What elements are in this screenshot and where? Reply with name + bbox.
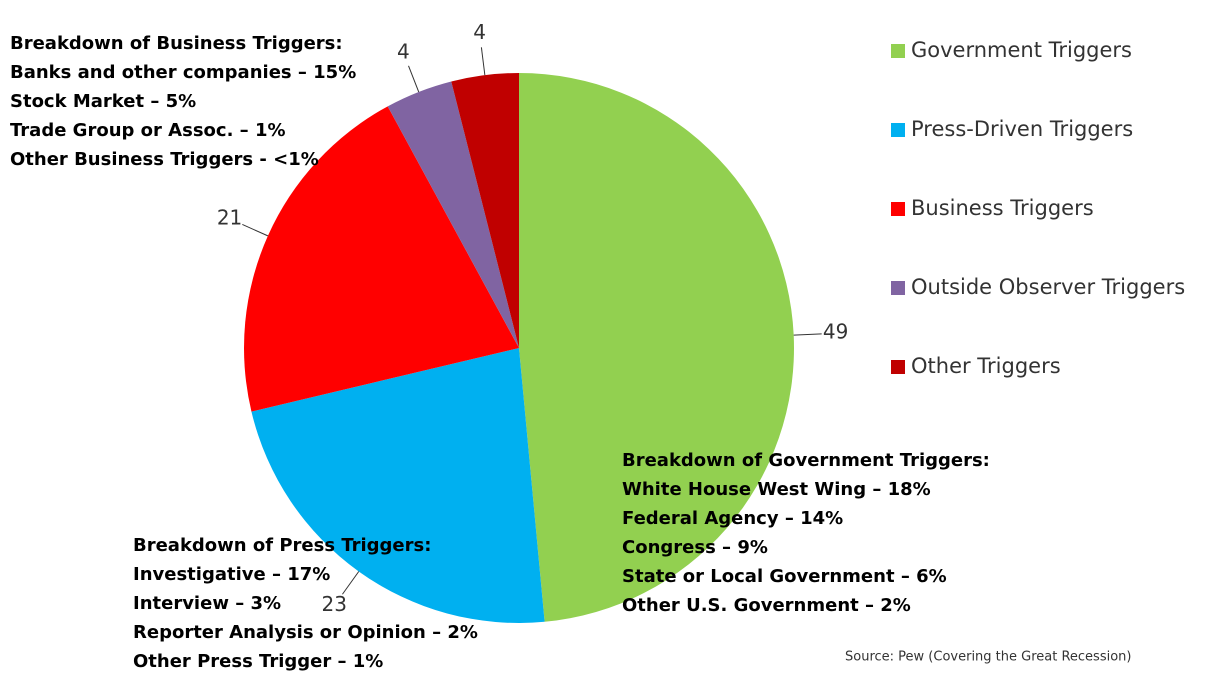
pie-slice [387,81,519,348]
annotation-line: Investigative – 17% [133,564,330,585]
annotation-line: Breakdown of Government Triggers: [622,450,990,471]
annotation-line: Other U.S. Government – 2% [622,595,911,616]
leader-line [408,65,420,93]
annotation-line: Trade Group or Assoc. – 1% [10,120,286,141]
leader-line [342,571,360,595]
legend-label: Press-Driven Triggers [911,117,1133,141]
legend-label: Outside Observer Triggers [911,275,1185,299]
annotation-line: Federal Agency – 14% [622,508,843,529]
legend-swatch [891,202,905,216]
data-label: 4 [397,39,410,63]
annotation-line: Stock Market – 5% [10,91,196,112]
legend-label: Government Triggers [911,38,1132,62]
pie-slice [251,348,545,624]
data-label: 21 [217,205,242,229]
source: Source: Pew (Covering the Great Recessio… [845,650,1131,665]
annotation-line: Breakdown of Press Triggers: [133,535,431,556]
annotation-line: Interview – 3% [133,593,281,614]
pie-slice [451,73,519,348]
pie-slice [519,73,794,622]
data-label: 4 [473,20,486,44]
legend-swatch [891,123,905,137]
annotation-line: Other Press Trigger – 1% [133,651,383,672]
leader-line [242,224,269,237]
legend-swatch [891,360,905,374]
annotation-line: Reporter Analysis or Opinion – 2% [133,622,478,643]
legend-swatch [891,281,905,295]
legend-label: Other Triggers [911,354,1061,378]
annotation-line: Congress – 9% [622,537,768,558]
leader-line [793,333,822,336]
leader-line [480,47,486,76]
data-label: 23 [322,592,347,616]
annotation-line: Other Business Triggers - <1% [10,149,319,170]
legend-swatch [891,44,905,58]
data-label: 49 [823,320,848,344]
annotation-line: State or Local Government – 6% [622,566,947,587]
annotation-line: Banks and other companies – 15% [10,62,356,83]
annotation-line: Breakdown of Business Triggers: [10,33,343,54]
pie-slice [244,106,519,412]
annotation-line: White House West Wing – 18% [622,479,931,500]
legend-label: Business Triggers [911,196,1094,220]
